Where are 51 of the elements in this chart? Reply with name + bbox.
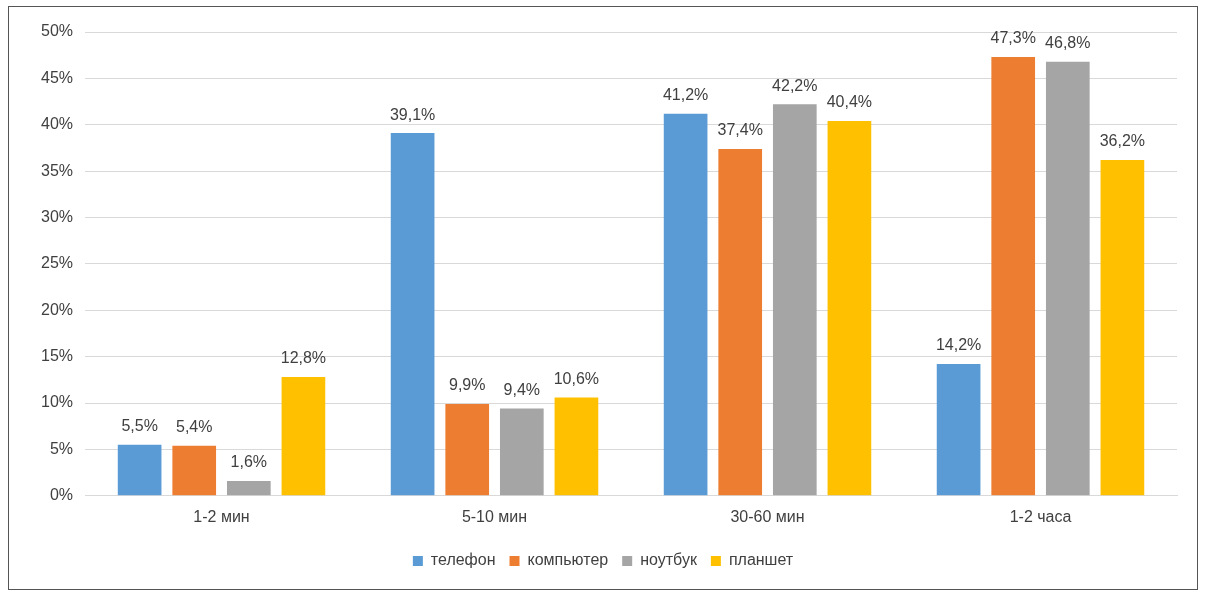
data-label: 46,8% xyxy=(1045,34,1091,52)
x-tick-label: 30-60 мин xyxy=(730,507,805,525)
bar xyxy=(991,57,1036,496)
data-label: 9,9% xyxy=(448,376,486,394)
bar xyxy=(1100,160,1145,496)
y-tick-label: 5% xyxy=(49,439,74,457)
bar xyxy=(663,113,708,496)
data-label: 12,8% xyxy=(280,349,327,367)
y-tick-label: 35% xyxy=(40,161,74,179)
bar xyxy=(499,408,544,496)
data-label: 47,3% xyxy=(990,29,1036,47)
data-label: 9,4% xyxy=(503,381,541,399)
y-tick-label: 50% xyxy=(40,22,74,40)
data-label: 5,4% xyxy=(175,418,213,436)
legend-label: компьютер xyxy=(527,551,609,569)
bar xyxy=(281,377,326,496)
data-label: 36,2% xyxy=(1099,132,1146,150)
legend-label: планшет xyxy=(728,551,794,569)
data-label: 5,5% xyxy=(121,417,158,435)
x-tick-label: 1-2 часа xyxy=(1009,507,1072,525)
data-label: 37,4% xyxy=(717,121,763,139)
y-tick-label: 10% xyxy=(40,393,74,411)
x-tick-label: 5-10 мин xyxy=(461,507,528,525)
bar xyxy=(445,403,490,496)
y-tick-label: 25% xyxy=(40,254,74,272)
bar xyxy=(827,121,872,496)
bar xyxy=(718,148,763,496)
legend-label: телефон xyxy=(430,551,496,569)
data-label: 42,2% xyxy=(772,76,818,94)
legend-label: ноутбук xyxy=(640,551,698,569)
data-label: 39,1% xyxy=(389,105,436,123)
x-tick-label: 1-2 мин xyxy=(193,507,250,525)
bar xyxy=(772,104,817,496)
data-label: 40,4% xyxy=(826,93,873,111)
bar xyxy=(172,445,217,496)
y-tick-label: 20% xyxy=(40,300,74,318)
bar xyxy=(390,133,435,496)
y-tick-label: 15% xyxy=(40,347,74,365)
data-label: 14,2% xyxy=(935,336,982,354)
data-label: 1,6% xyxy=(230,453,268,471)
bar xyxy=(554,397,599,496)
data-label: 10,6% xyxy=(553,369,600,387)
bar xyxy=(936,364,981,496)
y-tick-label: 30% xyxy=(40,207,74,225)
y-tick-label: 45% xyxy=(40,68,74,86)
data-label: 41,2% xyxy=(662,86,709,104)
y-tick-label: 40% xyxy=(40,115,74,133)
y-tick-label: 0% xyxy=(49,486,74,504)
bar xyxy=(1045,61,1090,496)
bar xyxy=(117,444,162,496)
bar xyxy=(226,480,271,496)
